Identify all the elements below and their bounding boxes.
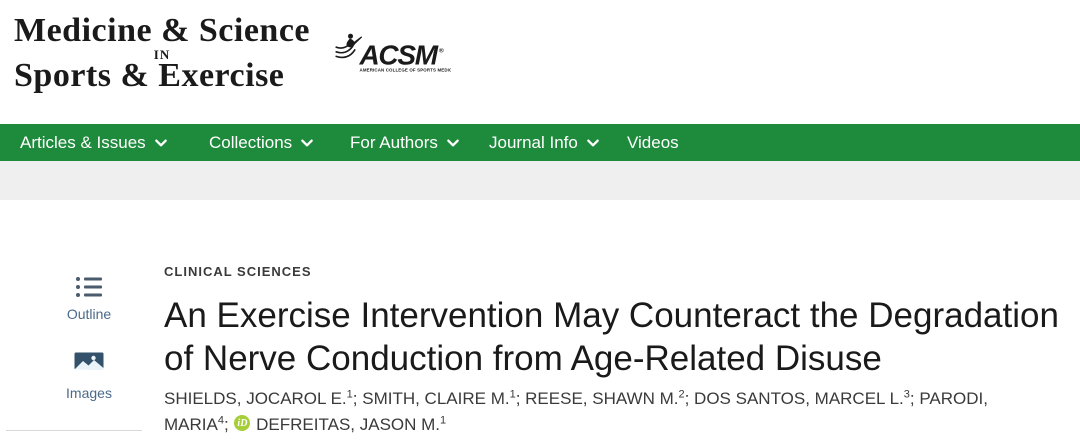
svg-text:AMERICAN COLLEGE OF SPORTS MED: AMERICAN COLLEGE OF SPORTS MEDICINE bbox=[360, 68, 452, 73]
svg-text:ACSM: ACSM bbox=[359, 40, 439, 71]
svg-text:®: ® bbox=[439, 47, 444, 55]
